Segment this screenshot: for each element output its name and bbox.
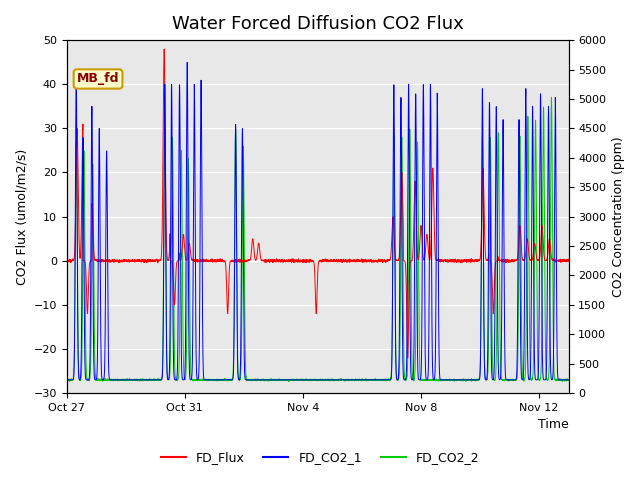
Y-axis label: CO2 Flux (umol/m2/s): CO2 Flux (umol/m2/s): [15, 148, 28, 285]
Title: Water Forced Diffusion CO2 Flux: Water Forced Diffusion CO2 Flux: [172, 15, 463, 33]
Legend: FD_Flux, FD_CO2_1, FD_CO2_2: FD_Flux, FD_CO2_1, FD_CO2_2: [156, 446, 484, 469]
Text: MB_fd: MB_fd: [77, 72, 119, 85]
X-axis label: Time: Time: [538, 419, 568, 432]
Y-axis label: CO2 Concentration (ppm): CO2 Concentration (ppm): [612, 136, 625, 297]
